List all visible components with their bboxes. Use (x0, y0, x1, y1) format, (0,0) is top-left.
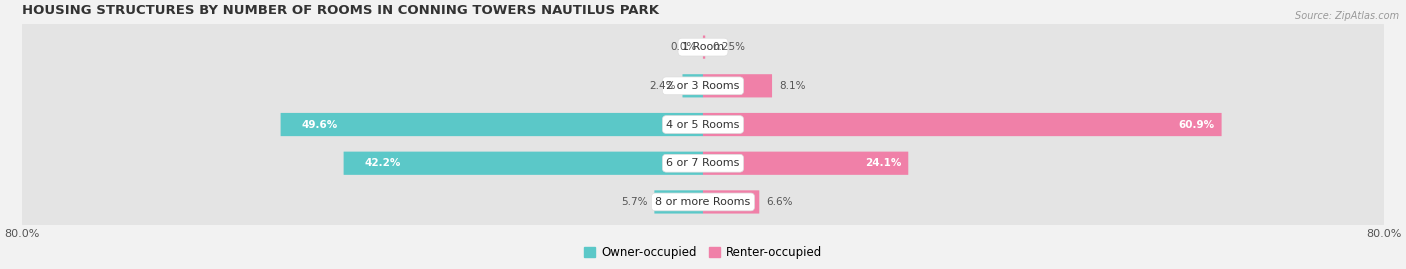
Text: 2 or 3 Rooms: 2 or 3 Rooms (666, 81, 740, 91)
Text: 24.1%: 24.1% (865, 158, 901, 168)
FancyBboxPatch shape (703, 152, 908, 175)
FancyBboxPatch shape (703, 36, 706, 59)
Text: 4 or 5 Rooms: 4 or 5 Rooms (666, 119, 740, 130)
FancyBboxPatch shape (703, 74, 772, 97)
Text: 60.9%: 60.9% (1178, 119, 1215, 130)
Text: 6 or 7 Rooms: 6 or 7 Rooms (666, 158, 740, 168)
FancyBboxPatch shape (281, 113, 703, 136)
Text: Source: ZipAtlas.com: Source: ZipAtlas.com (1295, 11, 1399, 21)
FancyBboxPatch shape (22, 12, 1384, 82)
Text: 6.6%: 6.6% (766, 197, 793, 207)
FancyBboxPatch shape (682, 74, 703, 97)
FancyBboxPatch shape (343, 152, 703, 175)
FancyBboxPatch shape (22, 89, 1384, 160)
FancyBboxPatch shape (22, 167, 1384, 237)
Text: 8 or more Rooms: 8 or more Rooms (655, 197, 751, 207)
FancyBboxPatch shape (703, 113, 1222, 136)
Text: 42.2%: 42.2% (366, 158, 401, 168)
Text: HOUSING STRUCTURES BY NUMBER OF ROOMS IN CONNING TOWERS NAUTILUS PARK: HOUSING STRUCTURES BY NUMBER OF ROOMS IN… (22, 4, 659, 17)
FancyBboxPatch shape (22, 51, 1384, 121)
Text: 1 Room: 1 Room (682, 42, 724, 52)
Text: 2.4%: 2.4% (650, 81, 676, 91)
FancyBboxPatch shape (654, 190, 703, 214)
Text: 0.25%: 0.25% (711, 42, 745, 52)
FancyBboxPatch shape (703, 190, 759, 214)
Text: 0.0%: 0.0% (669, 42, 696, 52)
Text: 49.6%: 49.6% (302, 119, 339, 130)
Text: 8.1%: 8.1% (779, 81, 806, 91)
Text: 5.7%: 5.7% (621, 197, 648, 207)
Legend: Owner-occupied, Renter-occupied: Owner-occupied, Renter-occupied (579, 241, 827, 264)
FancyBboxPatch shape (22, 128, 1384, 199)
